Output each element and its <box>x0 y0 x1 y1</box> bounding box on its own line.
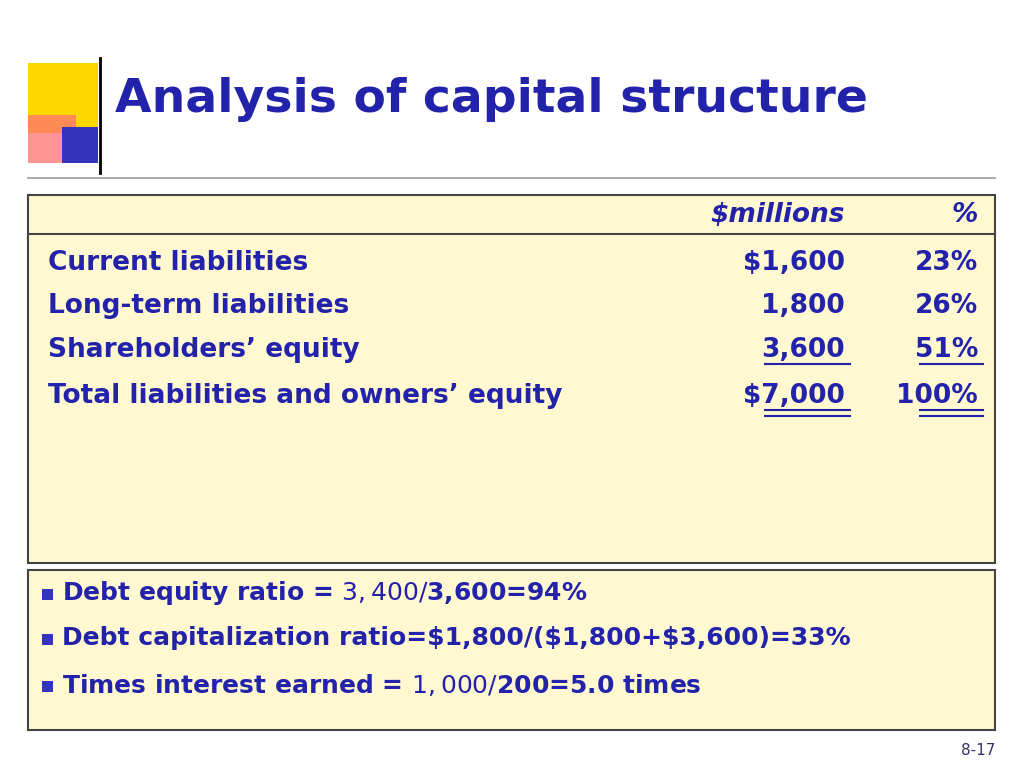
FancyBboxPatch shape <box>42 589 53 600</box>
Text: 51%: 51% <box>914 337 978 363</box>
Text: 3,600: 3,600 <box>762 337 845 363</box>
FancyBboxPatch shape <box>62 127 98 163</box>
Text: Total liabilities and owners’ equity: Total liabilities and owners’ equity <box>48 383 562 409</box>
Text: Debt equity ratio = $3,400/$3,600=94%: Debt equity ratio = $3,400/$3,600=94% <box>62 579 588 607</box>
Text: Current liabilities: Current liabilities <box>48 250 308 276</box>
Text: 26%: 26% <box>914 293 978 319</box>
Text: 100%: 100% <box>896 383 978 409</box>
Text: 23%: 23% <box>914 250 978 276</box>
Text: Times interest earned = $1,000/$200=5.0 times: Times interest earned = $1,000/$200=5.0 … <box>62 672 701 698</box>
Text: $1,600: $1,600 <box>743 250 845 276</box>
FancyBboxPatch shape <box>28 570 995 730</box>
Text: Analysis of capital structure: Analysis of capital structure <box>115 78 868 123</box>
FancyBboxPatch shape <box>28 195 995 563</box>
Text: Long-term liabilities: Long-term liabilities <box>48 293 349 319</box>
Text: %: % <box>951 202 978 228</box>
Text: 8-17: 8-17 <box>961 743 995 758</box>
Text: Shareholders’ equity: Shareholders’ equity <box>48 337 359 363</box>
Text: $millions: $millions <box>711 202 845 228</box>
Text: Debt capitalization ratio=$1,800/($1,800+$3,600)=33%: Debt capitalization ratio=$1,800/($1,800… <box>62 626 851 650</box>
Text: $7,000: $7,000 <box>743 383 845 409</box>
FancyBboxPatch shape <box>28 63 98 133</box>
FancyBboxPatch shape <box>28 115 76 163</box>
FancyBboxPatch shape <box>42 634 53 645</box>
FancyBboxPatch shape <box>42 681 53 692</box>
Text: 1,800: 1,800 <box>761 293 845 319</box>
